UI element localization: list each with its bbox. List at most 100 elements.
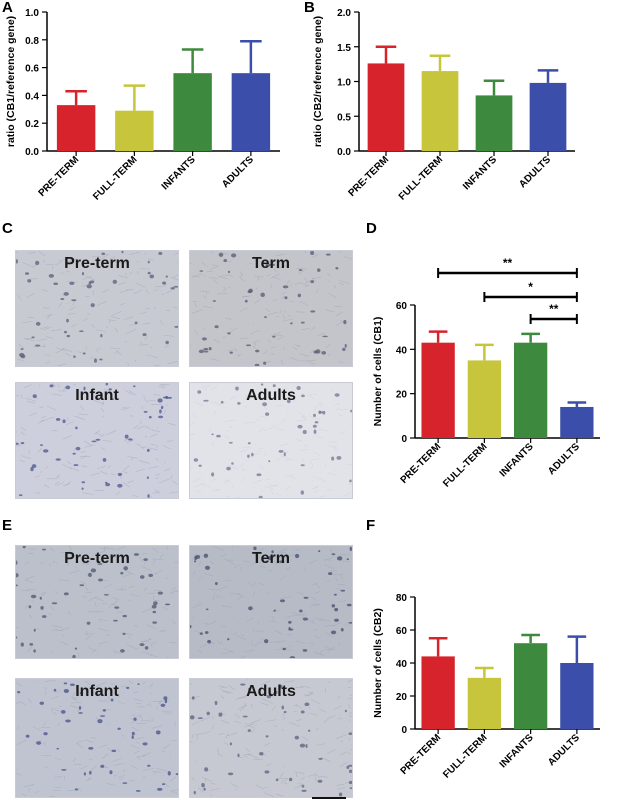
stained-cell xyxy=(111,749,117,753)
tissue-fiber xyxy=(327,472,336,476)
tissue-fiber xyxy=(274,629,284,635)
tissue-fiber xyxy=(23,784,35,788)
tissue-fiber xyxy=(194,482,206,488)
tissue-fiber xyxy=(130,765,138,769)
tissue-fiber xyxy=(40,326,49,330)
stained-cell xyxy=(16,442,19,445)
tissue-fiber xyxy=(39,561,44,565)
tissue-fiber xyxy=(201,776,213,782)
tissue-fiber xyxy=(280,455,290,459)
tissue-fiber xyxy=(137,754,146,758)
stained-cell xyxy=(263,361,267,365)
tissue-fiber xyxy=(58,302,63,308)
tissue-fiber xyxy=(331,389,333,392)
tissue-fiber xyxy=(24,561,29,565)
tissue-fiber xyxy=(21,793,27,796)
tissue-fiber xyxy=(29,614,33,619)
tissue-fiber xyxy=(63,386,65,392)
stained-cell xyxy=(245,344,252,347)
stained-cell xyxy=(134,321,138,325)
tissue-fiber xyxy=(206,588,218,591)
tissue-fiber xyxy=(80,455,87,460)
tissue-fiber xyxy=(203,305,214,309)
tissue-fiber xyxy=(241,476,245,482)
tissue-fiber xyxy=(111,311,122,316)
tissue-fiber xyxy=(256,449,262,452)
tissue-fiber xyxy=(295,703,303,709)
tissue-fiber xyxy=(169,776,177,782)
tissue-fiber xyxy=(309,362,315,365)
tissue-fiber xyxy=(207,642,216,645)
tissue-fiber xyxy=(313,489,319,493)
stained-cell xyxy=(100,764,105,768)
tissue-fiber xyxy=(41,288,48,292)
tissue-fiber xyxy=(80,405,84,411)
y-tick-label: 40 xyxy=(396,659,408,670)
stained-cell xyxy=(203,553,209,558)
tissue-fiber xyxy=(233,631,237,636)
tissue-fiber xyxy=(282,712,286,717)
y-tick-label: 20 xyxy=(396,390,408,401)
stained-cell xyxy=(51,602,58,605)
tissue-fiber xyxy=(253,479,261,484)
stained-cell xyxy=(204,767,209,772)
stained-cell xyxy=(279,599,286,603)
x-tick-label: ADULTS xyxy=(220,154,256,190)
stained-cell xyxy=(229,742,232,746)
stained-cell xyxy=(273,609,276,612)
stained-cell xyxy=(207,639,211,644)
tissue-fiber xyxy=(227,273,233,277)
tissue-fiber xyxy=(102,289,109,294)
tissue-fiber xyxy=(190,437,193,440)
tissue-fiber xyxy=(27,252,36,254)
tissue-fiber xyxy=(223,479,231,483)
tissue-fiber xyxy=(94,597,104,601)
stained-cell xyxy=(20,442,25,445)
tissue-fiber xyxy=(270,424,277,429)
tissue-fiber xyxy=(35,740,43,743)
tissue-fiber xyxy=(100,254,108,260)
tissue-fiber xyxy=(75,740,84,744)
tissue-fiber xyxy=(69,467,80,472)
tissue-fiber xyxy=(42,259,46,263)
stained-cell xyxy=(321,351,327,355)
stained-cell xyxy=(300,464,305,467)
tissue-fiber xyxy=(250,329,261,335)
tissue-fiber xyxy=(218,733,225,735)
micrograph-e-term: Term xyxy=(189,545,353,659)
tissue-fiber xyxy=(217,753,224,757)
stained-cell xyxy=(229,351,233,354)
tissue-fiber xyxy=(271,332,281,336)
tissue-fiber xyxy=(127,456,138,459)
tissue-background xyxy=(190,251,352,366)
stained-cell xyxy=(131,735,134,740)
tissue-fiber xyxy=(236,696,248,700)
tissue-fiber xyxy=(16,444,22,447)
tissue-fiber xyxy=(135,468,146,472)
micrograph-label: Infant xyxy=(75,683,119,700)
y-tick-label: 0 xyxy=(401,725,407,736)
stained-cell xyxy=(265,735,269,738)
tissue-fiber xyxy=(85,778,92,782)
tissue-fiber xyxy=(98,645,100,648)
tissue-fiber xyxy=(324,645,331,650)
tissue-texture xyxy=(190,251,352,366)
stained-cell xyxy=(226,466,231,471)
tissue-fiber xyxy=(196,489,202,494)
tissue-fiber xyxy=(133,691,139,694)
y-tick-label: 20 xyxy=(396,692,408,703)
tissue-fiber xyxy=(220,695,225,699)
y-tick-label: 0.6 xyxy=(25,64,39,75)
tissue-fiber xyxy=(235,349,237,352)
tissue-fiber xyxy=(97,467,100,470)
tissue-fiber xyxy=(166,440,173,442)
tissue-fiber xyxy=(43,354,51,357)
stained-cell xyxy=(82,352,86,355)
tissue-fiber xyxy=(278,552,287,554)
tissue-fiber xyxy=(163,461,166,464)
tissue-fiber xyxy=(156,768,168,772)
tissue-fiber xyxy=(118,775,123,778)
tissue-fiber xyxy=(263,427,273,432)
tissue-fiber xyxy=(314,486,318,490)
tissue-fiber xyxy=(134,737,144,740)
